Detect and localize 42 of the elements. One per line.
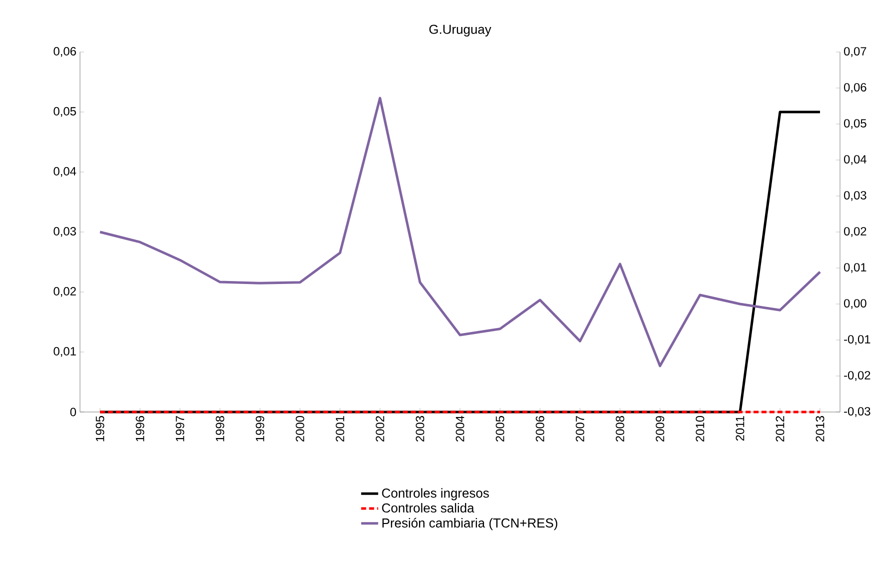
x-tick-label: 2004 <box>456 416 464 442</box>
y-tick-label: 0,04 <box>54 167 76 177</box>
x-tick-label: 1996 <box>136 416 144 442</box>
x-tick-label: 2003 <box>416 416 424 442</box>
y-tick-label: 0,02 <box>54 287 76 297</box>
y-tick-label: 0,05 <box>54 107 76 117</box>
y-tick-label: 0,03 <box>54 227 76 237</box>
x-tick-label: 2005 <box>496 416 504 442</box>
y2-tick-label: 0,00 <box>844 299 866 309</box>
legend-label: Controles salida <box>382 503 474 513</box>
x-tick-label: 2001 <box>336 416 344 442</box>
y2-tick-label: -0,03 <box>844 407 870 417</box>
x-tick-label: 2009 <box>656 416 664 442</box>
x-tick-label: 1998 <box>216 416 224 442</box>
y2-tick-label: 0,01 <box>844 263 866 273</box>
x-tick-label: 2002 <box>376 416 384 442</box>
y2-tick-label: 0,07 <box>844 47 866 57</box>
x-tick-label: 2000 <box>296 416 304 442</box>
y-tick-label: 0 <box>70 408 76 416</box>
legend-label: Presión cambiaria (TCN+RES) <box>382 518 558 530</box>
y2-tick-label: 0,04 <box>844 155 866 165</box>
x-tick-label: 1997 <box>176 416 184 442</box>
x-tick-label: 2013 <box>816 416 824 442</box>
y2-tick-label: 0,06 <box>844 83 866 93</box>
y2-tick-label: -0,02 <box>844 371 870 381</box>
y2-tick-label: 0,02 <box>844 227 866 237</box>
chart-title: G.Uruguay <box>429 24 492 36</box>
x-tick-label: 2012 <box>776 416 784 442</box>
line-series <box>98 96 822 368</box>
legend-label: Controles ingresos <box>382 488 489 500</box>
y2-tick-label: -0,01 <box>844 335 870 345</box>
x-tick-label: 1999 <box>256 416 264 442</box>
x-tick-label: 2007 <box>576 416 584 442</box>
x-tick-label: 2008 <box>616 416 624 442</box>
x-tick-label: 2011 <box>736 416 744 441</box>
x-tick-label: 2010 <box>696 416 704 442</box>
y2-tick-label: 0,05 <box>844 119 866 129</box>
y2-tick-label: 0,03 <box>844 191 866 201</box>
x-tick-label: 1995 <box>96 416 104 442</box>
y-tick-label: 0,06 <box>54 47 76 57</box>
x-tick-label: 2006 <box>536 416 544 442</box>
y-tick-label: 0,01 <box>54 347 76 357</box>
